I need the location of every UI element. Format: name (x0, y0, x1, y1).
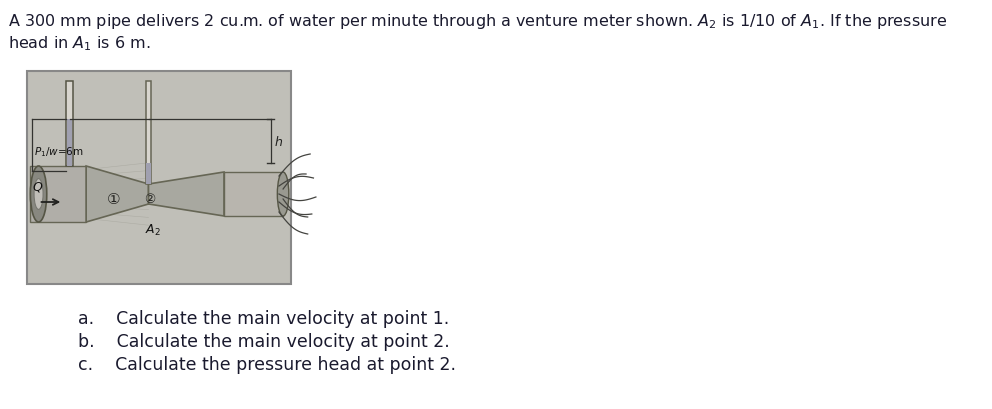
Bar (27, 72, 292, 284)
Bar (146, 82, 152, 184)
Text: A 300 mm pipe delivers 2 cu.m. of water per minute through a venture meter shown: A 300 mm pipe delivers 2 cu.m. of water … (8, 12, 947, 31)
Text: Q: Q (32, 180, 42, 193)
Ellipse shape (34, 179, 43, 210)
Text: h: h (275, 135, 283, 148)
Polygon shape (149, 173, 224, 216)
Bar (66, 82, 73, 166)
Ellipse shape (31, 166, 47, 222)
Text: ②: ② (145, 193, 156, 206)
Text: a.    Calculate the main velocity at point 1.: a. Calculate the main velocity at point … (78, 309, 449, 327)
Polygon shape (86, 166, 149, 222)
Text: $P_1/w$=6m: $P_1/w$=6m (34, 145, 83, 159)
Bar (224, 173, 283, 216)
Ellipse shape (278, 173, 289, 216)
Bar (147, 164, 151, 184)
Text: ①: ① (106, 192, 120, 207)
Text: c.    Calculate the pressure head at point 2.: c. Calculate the pressure head at point … (78, 355, 456, 373)
Text: $A_2$: $A_2$ (145, 222, 161, 238)
Text: b.    Calculate the main velocity at point 2.: b. Calculate the main velocity at point … (78, 332, 449, 350)
Text: head in $A_1$ is 6 m.: head in $A_1$ is 6 m. (8, 34, 151, 53)
Bar (31, 166, 86, 222)
Bar (67, 120, 72, 166)
